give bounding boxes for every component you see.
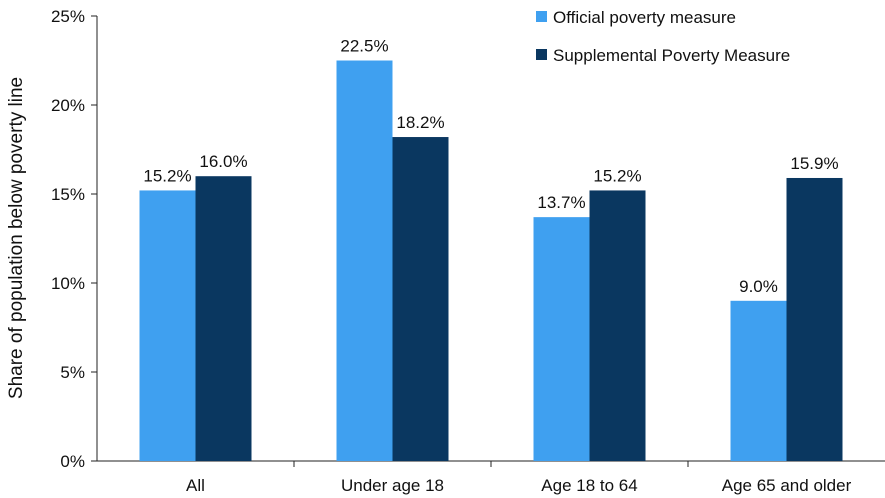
bar-official — [533, 217, 590, 461]
bar-supplemental — [589, 190, 646, 461]
bar-supplemental — [392, 137, 449, 462]
legend: Official poverty measure Supplemental Pov… — [536, 8, 790, 65]
legend-label: Official poverty measure — [553, 8, 736, 27]
x-category-label: Under age 18 — [341, 476, 444, 495]
data-label: 22.5% — [340, 37, 388, 56]
data-label: 9.0% — [739, 277, 778, 296]
x-category-label: All — [186, 476, 205, 495]
x-category-label: Age 65 and older — [722, 476, 852, 495]
x-axis: All Under age 18 Age 18 to 64 Age 65 and ol… — [97, 460, 885, 495]
x-category-label: Age 18 to 64 — [541, 476, 637, 495]
y-axis-title: Share of population below poverty line — [6, 77, 27, 399]
data-label: 15.2% — [593, 166, 641, 185]
y-tick-label: 20% — [51, 96, 85, 115]
data-label: 15.9% — [790, 154, 838, 173]
legend-swatch — [536, 49, 547, 60]
data-label: 16.0% — [199, 152, 247, 171]
legend-label: Supplemental Poverty Measure — [553, 46, 790, 65]
y-tick-label: 0% — [60, 452, 85, 471]
data-labels: 15.2% 16.0% 22.5% 18.2% 13.7% 15.2% 9.0% 15.9% — [143, 37, 838, 296]
data-label: 13.7% — [537, 193, 585, 212]
bar-official — [730, 300, 787, 461]
data-label: 15.2% — [143, 166, 191, 185]
bar-supplemental — [195, 176, 252, 461]
y-tick-label: 5% — [60, 363, 85, 382]
y-tick-label: 10% — [51, 274, 85, 293]
data-label: 18.2% — [396, 113, 444, 132]
bars — [139, 60, 843, 462]
bar-official — [336, 60, 393, 461]
legend-swatch — [536, 11, 547, 22]
y-tick-label: 15% — [51, 185, 85, 204]
y-axis: 0% 5% 10% 15% 20% 25% — [51, 7, 98, 471]
y-tick-label: 25% — [51, 7, 85, 26]
bar-official — [139, 190, 196, 461]
bar-supplemental — [786, 177, 843, 462]
